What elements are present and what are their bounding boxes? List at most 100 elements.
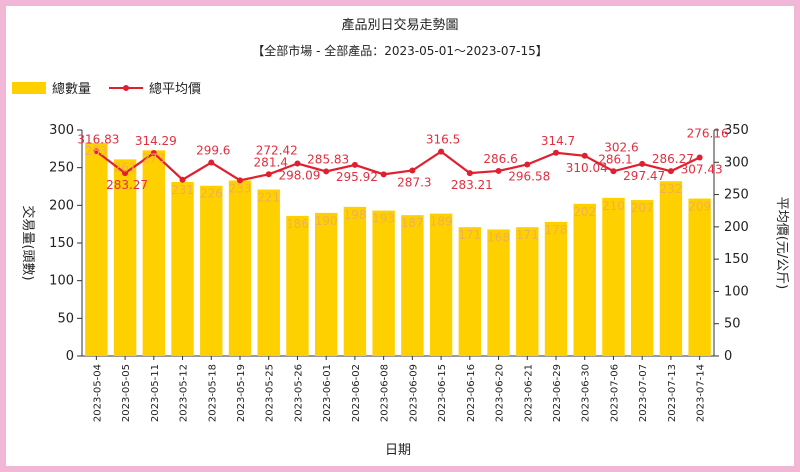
bar-value-label: 198	[343, 208, 366, 222]
price-point	[409, 167, 416, 174]
left-tick-label: 50	[57, 311, 74, 326]
bar	[602, 197, 625, 356]
price-point	[265, 171, 272, 178]
bar-value-label: 232	[659, 182, 682, 196]
bar-value-label: 210	[602, 199, 625, 213]
x-tick-label: 2023-06-20	[495, 364, 506, 422]
bar	[688, 198, 711, 356]
left-tick-label: 100	[49, 274, 74, 289]
bar-value-label: 178	[545, 223, 568, 237]
price-point	[122, 170, 129, 177]
price-point	[93, 148, 100, 155]
price-point	[294, 160, 301, 167]
right-tick-label: 350	[724, 123, 749, 138]
price-value-label: 272.42	[256, 143, 298, 157]
price-value-label: 298.09	[278, 169, 320, 183]
legend-bar-label: 總數量	[52, 82, 92, 97]
bar-value-label: 186	[286, 217, 309, 231]
price-point	[466, 170, 473, 177]
bar-value-label: 189	[430, 215, 453, 229]
bar	[659, 181, 683, 356]
x-axis-title: 日期	[385, 443, 411, 458]
price-value-label: 286.27	[652, 152, 694, 166]
legend-item-line[interactable]: 總平均價	[109, 78, 201, 97]
chart-title: 產品別日交易走勢圖	[341, 18, 459, 33]
price-value-label: 281.4	[254, 155, 288, 169]
price-value-label: 286.6	[483, 152, 517, 166]
price-point	[150, 150, 157, 157]
price-point	[553, 149, 559, 156]
price-value-label: 316.83	[77, 132, 119, 146]
x-tick-label: 2023-05-05	[121, 364, 132, 422]
bar	[343, 206, 367, 356]
x-tick-label: 2023-06-15	[437, 364, 448, 422]
bar	[113, 159, 137, 356]
bar-value-label: 283	[85, 144, 108, 158]
bar	[487, 229, 510, 356]
price-point	[237, 177, 243, 184]
x-tick-label: 2023-06-09	[408, 364, 419, 422]
legend-line-label: 總平均價	[149, 82, 202, 97]
bar	[544, 221, 568, 356]
price-value-label: 286.1	[598, 152, 632, 166]
bar	[401, 215, 424, 356]
right-tick-label: 150	[724, 252, 749, 267]
right-tick-label: 300	[724, 155, 749, 170]
price-value-label: 283.27	[106, 178, 148, 192]
legend-item-bar[interactable]: 總數量	[12, 78, 91, 97]
bar-value-label: 202	[573, 205, 596, 219]
y2-axis-title: 平均價(元/公斤)	[774, 197, 789, 290]
price-point	[495, 167, 502, 174]
x-tick-label: 2023-05-04	[92, 364, 103, 422]
price-point	[524, 161, 531, 168]
bar-value-label: 190	[315, 214, 338, 228]
right-tick-label: 50	[724, 317, 741, 332]
x-tick-label: 2023-06-30	[581, 364, 592, 422]
bar-value-label: 273	[142, 151, 165, 165]
bar-value-label: 226	[200, 187, 223, 201]
bar	[573, 203, 596, 356]
bar	[142, 150, 166, 356]
x-tick-label: 2023-06-21	[523, 364, 534, 422]
price-point	[639, 160, 646, 167]
x-tick-label: 2023-05-11	[150, 364, 161, 422]
x-tick-label: 2023-06-01	[322, 364, 333, 422]
price-point	[696, 154, 703, 161]
x-tick-label: 2023-05-18	[207, 364, 218, 422]
bar	[228, 180, 252, 356]
price-point	[438, 148, 445, 155]
price-point	[380, 171, 387, 178]
bar	[429, 213, 453, 356]
bar-value-label: 231	[171, 183, 194, 197]
price-value-label: 316.5	[426, 133, 460, 147]
bar-value-label: 233	[229, 181, 252, 195]
bar	[314, 212, 338, 356]
bar-value-label: 221	[257, 191, 280, 205]
x-tick-label: 2023-06-08	[380, 364, 391, 422]
bar-value-label: 171	[516, 228, 539, 242]
x-tick-label: 2023-07-13	[667, 364, 678, 422]
x-tick-label: 2023-07-06	[609, 364, 620, 422]
bar-value-label: 207	[631, 201, 654, 215]
left-tick-label: 200	[49, 198, 74, 213]
chart-plot: 0501001502002503000501001502002503003502…	[20, 123, 789, 458]
legend-line-swatch	[109, 82, 144, 94]
price-value-label: 314.29	[135, 134, 177, 148]
bar-value-label: 193	[372, 212, 395, 226]
price-value-label: 295.92	[336, 170, 378, 184]
right-tick-label: 0	[724, 349, 732, 364]
price-point	[179, 176, 186, 183]
legend-bar-swatch	[12, 81, 46, 94]
bar	[257, 189, 280, 356]
price-value-label: 299.6	[196, 144, 230, 158]
price-point	[581, 152, 588, 159]
legend: 總數量 總平均價	[12, 78, 219, 97]
x-tick-label: 2023-06-02	[351, 364, 362, 422]
left-tick-label: 150	[49, 236, 74, 251]
price-value-label: 302.6	[604, 140, 638, 154]
price-line	[95, 150, 701, 182]
bar	[630, 200, 654, 356]
x-tick-label: 2023-05-25	[265, 364, 276, 422]
x-tick-label: 2023-07-07	[638, 364, 649, 422]
price-value-label: 310.04	[566, 161, 608, 175]
